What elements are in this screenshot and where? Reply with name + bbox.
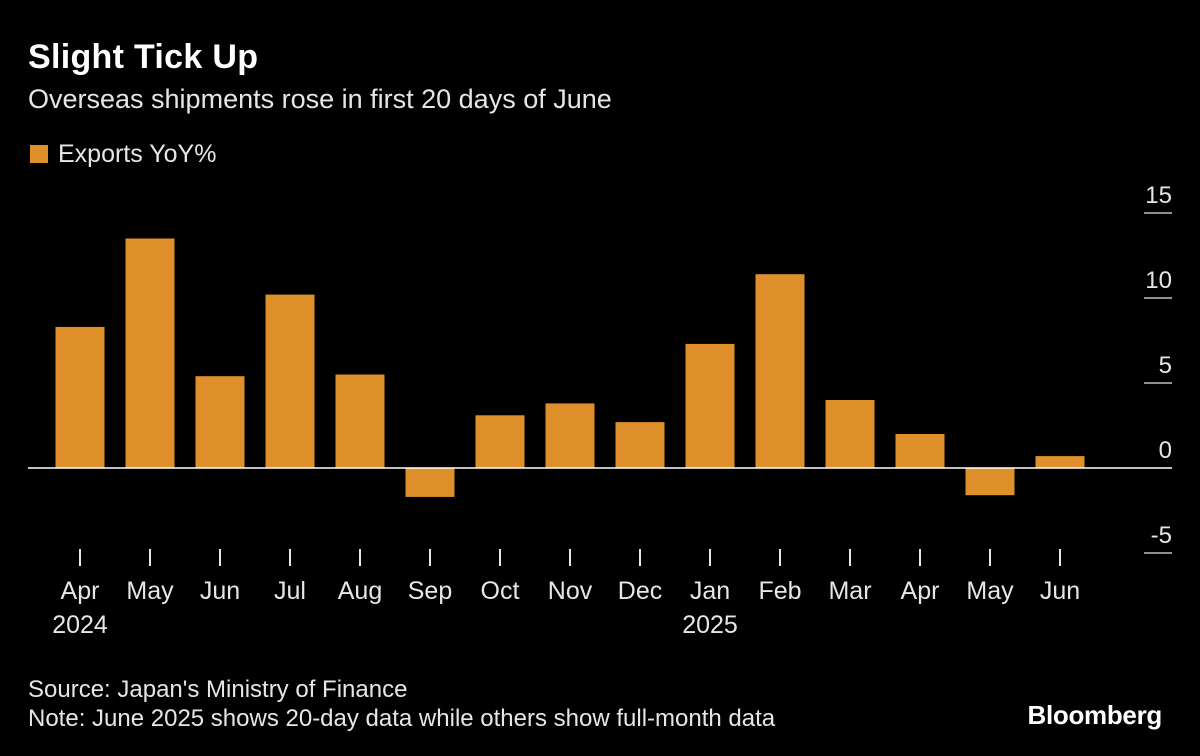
bar: [545, 403, 595, 468]
bar: [195, 376, 245, 468]
footnote: Note: June 2025 shows 20-day data while …: [28, 705, 776, 732]
x-tick-label: Jun: [200, 577, 240, 605]
x-tick-label: Apr: [61, 577, 100, 605]
legend-label: Exports YoY%: [58, 139, 217, 168]
x-tick-label: Jan: [690, 577, 730, 605]
bar: [125, 238, 175, 468]
x-tick-label: Feb: [758, 577, 801, 605]
chart-title: Slight Tick Up: [28, 38, 259, 76]
bar: [895, 434, 945, 468]
bar: [825, 400, 875, 468]
x-tick-label: Mar: [828, 577, 871, 605]
x-year-label: 2025: [682, 611, 738, 639]
chart-legend: Exports YoY%: [30, 139, 216, 169]
source-note: Source: Japan's Ministry of Finance: [28, 676, 408, 703]
bar: [615, 422, 665, 468]
legend-swatch: [30, 145, 48, 163]
bar: [1035, 456, 1085, 468]
bar: [755, 274, 805, 468]
chart-subtitle: Overseas shipments rose in first 20 days…: [28, 84, 612, 114]
x-tick-label: Jul: [274, 577, 306, 605]
bar: [55, 326, 105, 468]
y-tick-label: 0: [1159, 437, 1172, 464]
x-tick-label: Apr: [901, 577, 940, 605]
bar: [475, 415, 525, 468]
x-tick-label: Oct: [481, 577, 520, 605]
x-tick-label: Nov: [548, 577, 593, 605]
x-year-label: 2024: [52, 611, 108, 639]
x-tick-label: Sep: [408, 577, 452, 605]
x-tick-label: Dec: [618, 577, 662, 605]
x-tick-label: May: [126, 577, 174, 605]
bar: [685, 343, 735, 468]
x-tick-label: May: [966, 577, 1014, 605]
bar: [265, 294, 315, 468]
y-tick-label: -5: [1151, 522, 1172, 549]
bar: [965, 468, 1015, 496]
bar: [335, 374, 385, 468]
x-tick-label: Jun: [1040, 577, 1080, 605]
y-tick-label: 15: [1145, 182, 1172, 209]
bar: [405, 468, 455, 497]
bloomberg-logo: Bloomberg: [1027, 700, 1162, 730]
x-tick-label: Aug: [338, 577, 382, 605]
y-tick-label: 10: [1145, 267, 1172, 294]
y-tick-label: 5: [1159, 352, 1172, 379]
